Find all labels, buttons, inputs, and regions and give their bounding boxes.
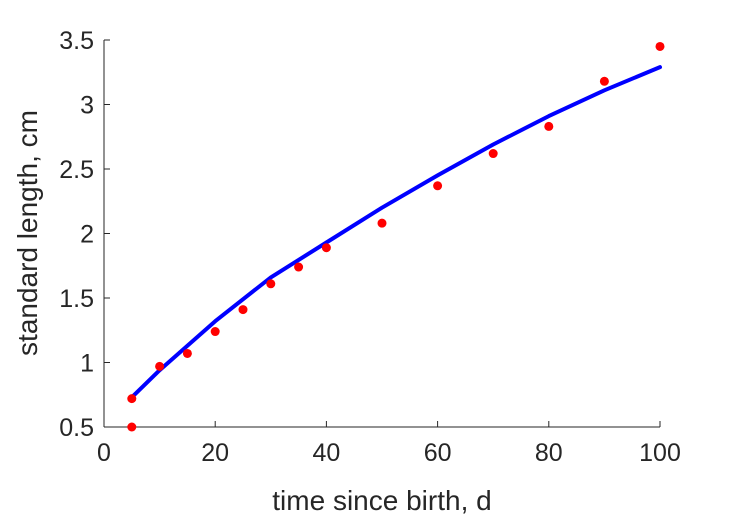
x-tick-label: 100 [639,439,681,467]
x-axis-label: time since birth, d [272,485,491,516]
x-tick-label: 20 [201,439,229,467]
data-point [544,121,554,131]
y-tick-label: 2.5 [59,156,94,184]
y-tick-label: 1 [80,350,94,378]
y-tick-label: 0.5 [59,414,94,442]
data-point [377,218,387,228]
x-tick-label: 0 [97,439,111,467]
y-tick-label: 1.5 [59,285,94,313]
data-point [266,279,276,289]
data-point [155,361,165,371]
y-axis-label: standard length, cm [12,110,43,356]
fit-curve-layer [129,65,662,400]
data-points-layer [127,41,665,432]
data-point [488,149,498,159]
y-tick-label: 3 [80,92,94,120]
x-tick-label: 80 [535,439,563,467]
data-point [238,305,248,315]
fit-curve [129,65,662,400]
data-point [655,41,665,51]
axes [103,39,661,428]
x-tick-label: 40 [312,439,340,467]
data-point [127,394,137,404]
data-point [433,181,443,191]
data-point [182,348,192,358]
data-point [127,422,137,432]
tick-labels-layer: 0 20 40 60 80 100 0.5 1 1.5 2 2.5 3 3.5 [59,27,681,467]
y-tick-label: 3.5 [59,27,94,55]
y-tick-label: 2 [80,221,94,249]
data-point [210,327,220,337]
data-point [321,243,331,253]
data-point [294,262,304,272]
x-tick-label: 60 [424,439,452,467]
data-point [599,76,609,86]
